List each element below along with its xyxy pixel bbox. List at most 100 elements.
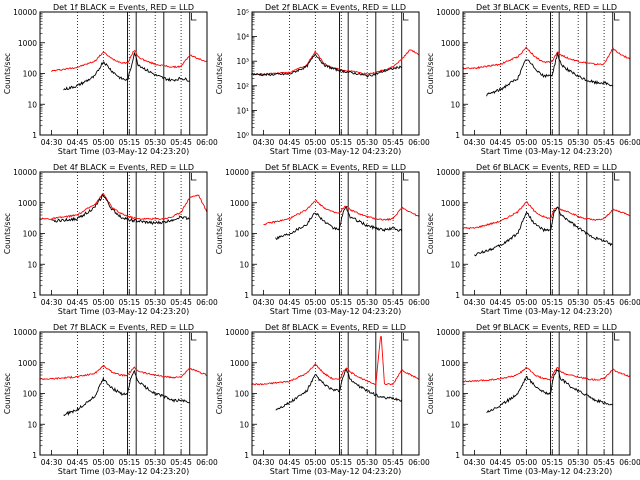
panel-title: Det 9f BLACK = Events, RED = LLD — [476, 323, 617, 332]
y-tick-label: 1000 — [230, 359, 249, 368]
x-tick-label: 04:45 — [279, 458, 301, 467]
x-tick-label: 04:45 — [67, 138, 89, 147]
panel-title: Det 5f BLACK = Events, RED = LLD — [265, 163, 406, 172]
x-tick-label: 05:15 — [330, 138, 352, 147]
x-tick-label: 04:45 — [67, 458, 89, 467]
y-tick-label: 10⁰ — [236, 131, 249, 140]
y-tick-label: 1 — [32, 131, 37, 140]
lld-series-line — [462, 201, 630, 230]
panel-det-2: 10⁰ 10¹ 10² 10³ 10⁴ 10⁵ 04:30 04:45 05:00 05:15 05… — [215, 3, 430, 156]
lld-series-line — [39, 364, 207, 381]
events-series-line — [486, 368, 613, 414]
x-tick-label: 05:15 — [118, 138, 140, 147]
y-tick-label: 1 — [32, 451, 37, 460]
events-series-line — [486, 51, 613, 97]
y-tick-label: 10 — [27, 420, 37, 429]
bracket-marker — [403, 173, 409, 181]
panel-title: Det 2f BLACK = Events, RED = LLD — [265, 3, 406, 12]
plot-frame — [462, 331, 631, 456]
y-tick-label: 10 — [450, 260, 460, 269]
y-tick-label: 10000 — [13, 8, 37, 17]
x-tick-label: 05:45 — [170, 138, 192, 147]
y-tick-label: 1000 — [18, 39, 37, 48]
x-tick-label: 04:45 — [490, 458, 512, 467]
y-tick-label: 10 — [239, 260, 249, 269]
x-tick-label: 05:15 — [118, 458, 140, 467]
y-tick-label: 10 — [450, 420, 460, 429]
x-tick-label: 04:30 — [253, 458, 275, 467]
y-axis-label: Counts/sec — [3, 53, 12, 94]
events-series-line — [275, 206, 403, 240]
x-tick-label: 04:45 — [279, 298, 301, 307]
lld-series-line — [251, 336, 419, 386]
x-tick-label: 05:15 — [330, 298, 352, 307]
x-axis-label: Start Time (03-May-12 04:23:20) — [481, 467, 612, 476]
lld-series-line — [251, 49, 419, 76]
x-tick-label: 05:45 — [593, 298, 615, 307]
x-tick-label: 04:45 — [490, 298, 512, 307]
x-tick-label: 05:15 — [541, 138, 563, 147]
x-tick-label: 05:30 — [356, 458, 378, 467]
x-tick-label: 06:00 — [196, 298, 218, 307]
y-tick-label: 1000 — [18, 199, 37, 208]
y-tick-label: 10000 — [436, 8, 460, 17]
x-tick-label: 05:30 — [567, 298, 589, 307]
panel-title: Det 6f BLACK = Events, RED = LLD — [476, 163, 617, 172]
y-tick-label: 10000 — [436, 328, 460, 337]
panel-det-3: 1 10 100 1000 10000 04:30 04:45 05:00 05:15 05:30… — [426, 3, 640, 156]
y-tick-label: 10 — [239, 420, 249, 429]
panel-det-8: 1 10 100 1000 10000 04:30 04:45 05:00 05:15 05:30… — [215, 323, 430, 476]
x-tick-label: 05:45 — [170, 458, 192, 467]
y-tick-label: 1 — [244, 291, 249, 300]
x-tick-label: 05:30 — [356, 298, 378, 307]
x-tick-label: 05:30 — [144, 458, 166, 467]
y-axis-label: Counts/sec — [215, 213, 224, 254]
x-tick-label: 05:45 — [382, 298, 404, 307]
panel-det-4: 1 10 100 1000 10000 04:30 04:45 05:00 05:15 05:30… — [3, 163, 218, 316]
x-axis-label: Start Time (03-May-12 04:23:20) — [58, 307, 189, 316]
x-axis-label: Start Time (03-May-12 04:23:20) — [270, 307, 401, 316]
plot-frame — [251, 11, 420, 136]
panel-title: Det 4f BLACK = Events, RED = LLD — [53, 163, 194, 172]
plot-frame — [251, 171, 420, 296]
x-tick-label: 05:00 — [305, 138, 327, 147]
bracket-marker — [191, 13, 197, 21]
x-tick-label: 06:00 — [619, 298, 640, 307]
x-tick-label: 04:30 — [253, 298, 275, 307]
events-series-line — [251, 52, 402, 78]
panel-det-7: 1 10 100 1000 10000 04:30 04:45 05:00 05:15 05:30… — [3, 323, 218, 476]
events-series-line — [275, 368, 402, 411]
y-tick-label: 100 — [446, 70, 461, 79]
x-tick-label: 04:30 — [464, 138, 486, 147]
bracket-marker — [191, 173, 197, 181]
y-tick-label: 1 — [455, 451, 460, 460]
y-axis-label: Counts/sec — [426, 53, 435, 94]
x-tick-label: 06:00 — [408, 298, 430, 307]
x-tick-label: 05:00 — [516, 298, 538, 307]
x-tick-label: 06:00 — [408, 458, 430, 467]
x-axis-label: Start Time (03-May-12 04:23:20) — [270, 467, 401, 476]
lld-series-line — [51, 49, 208, 72]
x-axis-label: Start Time (03-May-12 04:23:20) — [481, 307, 612, 316]
x-tick-label: 04:30 — [41, 298, 63, 307]
bracket-marker — [614, 13, 620, 21]
y-tick-label: 1000 — [18, 359, 37, 368]
x-tick-label: 04:30 — [464, 298, 486, 307]
panel-title: Det 7f BLACK = Events, RED = LLD — [53, 323, 194, 332]
y-tick-label: 10000 — [13, 168, 37, 177]
y-tick-label: 10¹ — [236, 106, 249, 115]
y-tick-label: 1000 — [230, 199, 249, 208]
x-tick-label: 04:45 — [67, 298, 89, 307]
y-axis-label: Counts/sec — [215, 53, 224, 94]
x-tick-label: 05:15 — [541, 298, 563, 307]
y-tick-label: 1 — [455, 131, 460, 140]
lld-series-line — [462, 46, 630, 70]
x-tick-label: 05:00 — [516, 138, 538, 147]
y-tick-label: 10⁵ — [236, 8, 249, 17]
x-tick-label: 04:30 — [253, 138, 275, 147]
plot-frame — [39, 171, 208, 296]
x-tick-label: 05:00 — [93, 458, 115, 467]
x-tick-label: 05:15 — [118, 298, 140, 307]
plot-frame — [251, 331, 420, 456]
